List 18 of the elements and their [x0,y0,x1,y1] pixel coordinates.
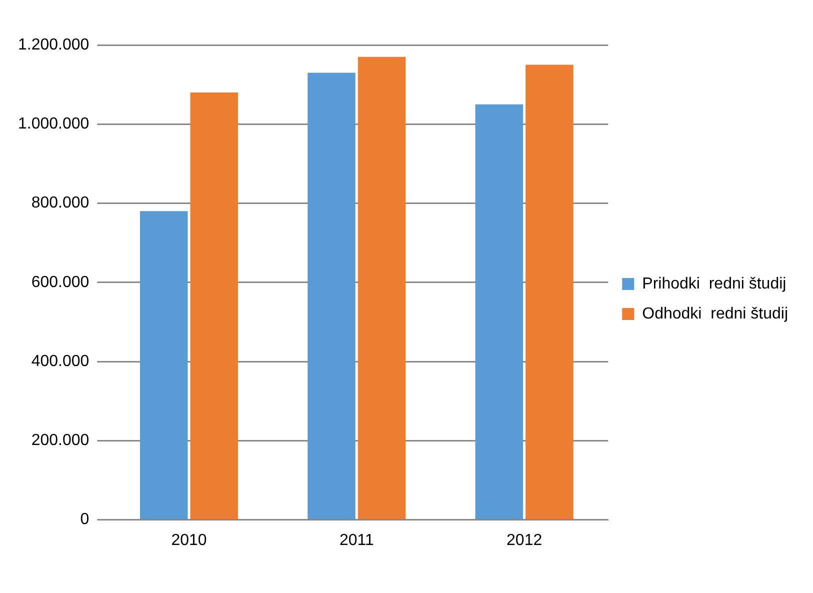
y-tick-label: 200.000 [31,432,90,450]
bar [475,104,524,520]
bar [358,56,406,520]
bar [140,211,188,520]
bar [308,72,356,520]
x-tick-label: 2012 [506,532,542,549]
legend-label: Prihodki redni študij [642,275,786,292]
bar [190,92,238,520]
y-tick-label: 800.000 [31,194,90,212]
y-tick-label: 600.000 [31,274,90,291]
y-tick-label: 1.000.000 [18,116,90,133]
y-tick-label: 400.000 [31,352,90,370]
x-tick-label: 2010 [171,532,207,549]
bar [526,64,574,520]
y-tick-label: 0 [80,511,90,528]
y-tick-label: 1.200.000 [18,36,90,54]
x-tick-label: 2011 [339,532,374,549]
legend-label: Odhodki redni študij [642,305,788,322]
